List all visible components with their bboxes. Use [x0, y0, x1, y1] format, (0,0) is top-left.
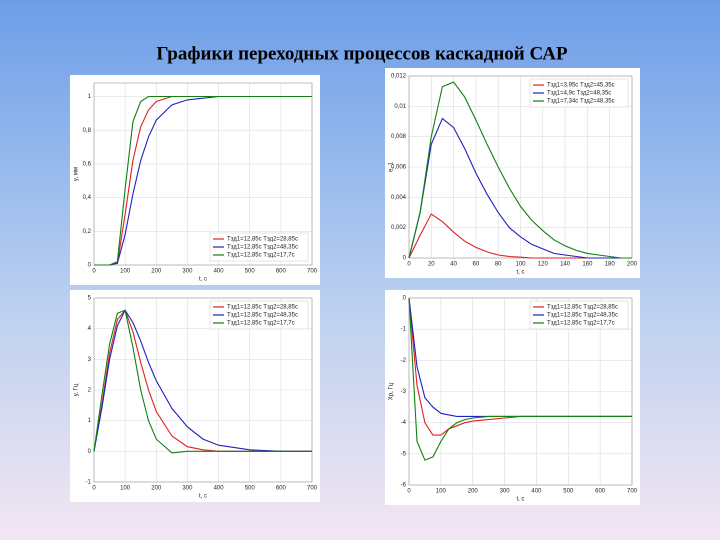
legend-label: Тзд1=12,85с Тзд2=48,35с	[227, 313, 298, 319]
legend-box	[209, 232, 309, 262]
y-tick-label: -1	[401, 327, 407, 333]
legend-label: Тзд1=4,9с Тзд2=48,35с	[547, 91, 611, 97]
plot-frame	[93, 297, 313, 483]
legend-label: Тзд1=7,34с Тзд2=48,35с	[547, 99, 615, 105]
x-tick-label: 160	[582, 262, 593, 268]
y-axis-label: Хр, Гц	[389, 382, 395, 400]
x-tick-label: 500	[245, 269, 256, 275]
legend-label: Тзд1=3,95с Тзд2=45,35с	[547, 83, 615, 89]
slide-title: Графики переходных процессов каскадной С…	[156, 43, 568, 64]
x-tick-label: 700	[307, 269, 318, 275]
x-tick-label: 700	[307, 486, 318, 492]
y-axis-label: e, 1	[389, 161, 395, 172]
legend-label: Тзд1=12,85с Тзд2=48,35с	[547, 313, 618, 319]
x-tick-label: 20	[428, 262, 435, 268]
y-tick-label: 0	[88, 263, 92, 269]
y-tick-label: 0,4	[83, 195, 92, 201]
legend-label: Тзд1=12,85с Тзд2=48,35с	[227, 245, 298, 251]
line-series	[94, 95, 312, 266]
line-series	[408, 117, 632, 259]
y-tick-label: 0,6	[83, 161, 92, 167]
y-tick-label: 5	[88, 296, 92, 302]
x-tick-label: 300	[182, 269, 193, 275]
y-tick-label: 0,2	[83, 229, 92, 235]
legend-label: Тзд1=12,85с Тзд2=17,7с	[227, 253, 295, 259]
x-tick-label: 180	[605, 262, 616, 268]
x-tick-label: 500	[245, 486, 256, 492]
x-tick-label: 600	[595, 489, 606, 495]
x-tick-label: 600	[276, 269, 287, 275]
x-axis-label: t, с	[516, 497, 524, 503]
x-tick-label: 100	[436, 489, 447, 495]
x-tick-label: 100	[120, 269, 131, 275]
x-tick-label: 500	[563, 489, 574, 495]
x-tick-label: 80	[495, 262, 502, 268]
x-tick-label: 40	[450, 262, 457, 268]
y-tick-label: -6	[401, 483, 407, 489]
legend-label: Тзд1=12,85с Тзд2=28,85с	[227, 237, 298, 243]
x-tick-label: 200	[468, 489, 479, 495]
x-tick-label: 100	[515, 262, 526, 268]
x-axis-label: t, с	[516, 270, 524, 276]
x-axis-label: t, с	[199, 277, 207, 283]
line-series	[93, 309, 312, 454]
x-tick-label: 400	[214, 486, 225, 492]
legend-label: Тзд1=12,85с Тзд2=28,85с	[547, 305, 618, 311]
x-tick-label: 0	[407, 262, 411, 268]
x-tick-label: 200	[151, 486, 162, 492]
line-series	[93, 309, 312, 452]
y-tick-label: 0,004	[391, 195, 407, 201]
x-tick-label: 400	[531, 489, 542, 495]
x-tick-label: 100	[120, 486, 131, 492]
legend-label: Тзд1=12,85с Тзд2=17,7с	[227, 321, 295, 327]
x-tick-label: 300	[500, 489, 511, 495]
x-tick-label: 300	[182, 486, 193, 492]
legend-label: Тзд1=12,85с Тзд2=17,7с	[547, 321, 615, 327]
y-tick-label: 0,008	[391, 134, 407, 140]
y-tick-label: 0,012	[391, 74, 407, 80]
y-tick-label: 0,01	[394, 104, 406, 110]
y-tick-label: -4	[401, 420, 407, 426]
y-tick-label: 0	[403, 296, 407, 302]
y-tick-label: -5	[401, 451, 407, 457]
x-tick-label: 140	[560, 262, 571, 268]
x-axis-label: t, с	[199, 494, 207, 500]
y-tick-label: 0	[403, 256, 407, 262]
plot-frame	[408, 297, 633, 486]
y-axis-label: y, мм	[74, 167, 80, 181]
plot-frame	[408, 75, 633, 259]
plot-frame	[93, 82, 313, 266]
y-axis-label: y, Гц	[74, 383, 80, 396]
y-tick-label: 0,002	[391, 225, 407, 231]
legend-box	[209, 300, 309, 330]
legend-box	[529, 300, 629, 330]
y-tick-label: 0	[88, 449, 92, 455]
x-tick-label: 0	[92, 269, 96, 275]
x-tick-label: 700	[627, 489, 638, 495]
y-tick-label: 0,8	[83, 128, 92, 134]
y-tick-label: 1	[88, 94, 92, 100]
line-series	[408, 297, 632, 461]
y-tick-label: -2	[401, 358, 407, 364]
y-tick-label: -3	[401, 389, 407, 395]
y-tick-label: 3	[88, 357, 92, 363]
x-tick-label: 0	[407, 489, 411, 495]
y-tick-label: 0,006	[391, 165, 407, 171]
y-tick-label: 2	[88, 388, 92, 394]
legend-box	[529, 78, 629, 108]
x-tick-label: 0	[92, 486, 96, 492]
y-tick-label: -1	[86, 480, 92, 486]
x-tick-label: 200	[627, 262, 638, 268]
y-tick-label: 1	[88, 418, 92, 424]
x-tick-label: 120	[538, 262, 549, 268]
line-series	[408, 81, 632, 259]
legend-label: Тзд1=12,85с Тзд2=28,85с	[227, 305, 298, 311]
x-tick-label: 60	[473, 262, 480, 268]
x-tick-label: 200	[151, 269, 162, 275]
y-tick-label: 4	[88, 326, 92, 332]
x-tick-label: 600	[276, 486, 287, 492]
x-tick-label: 400	[214, 269, 225, 275]
